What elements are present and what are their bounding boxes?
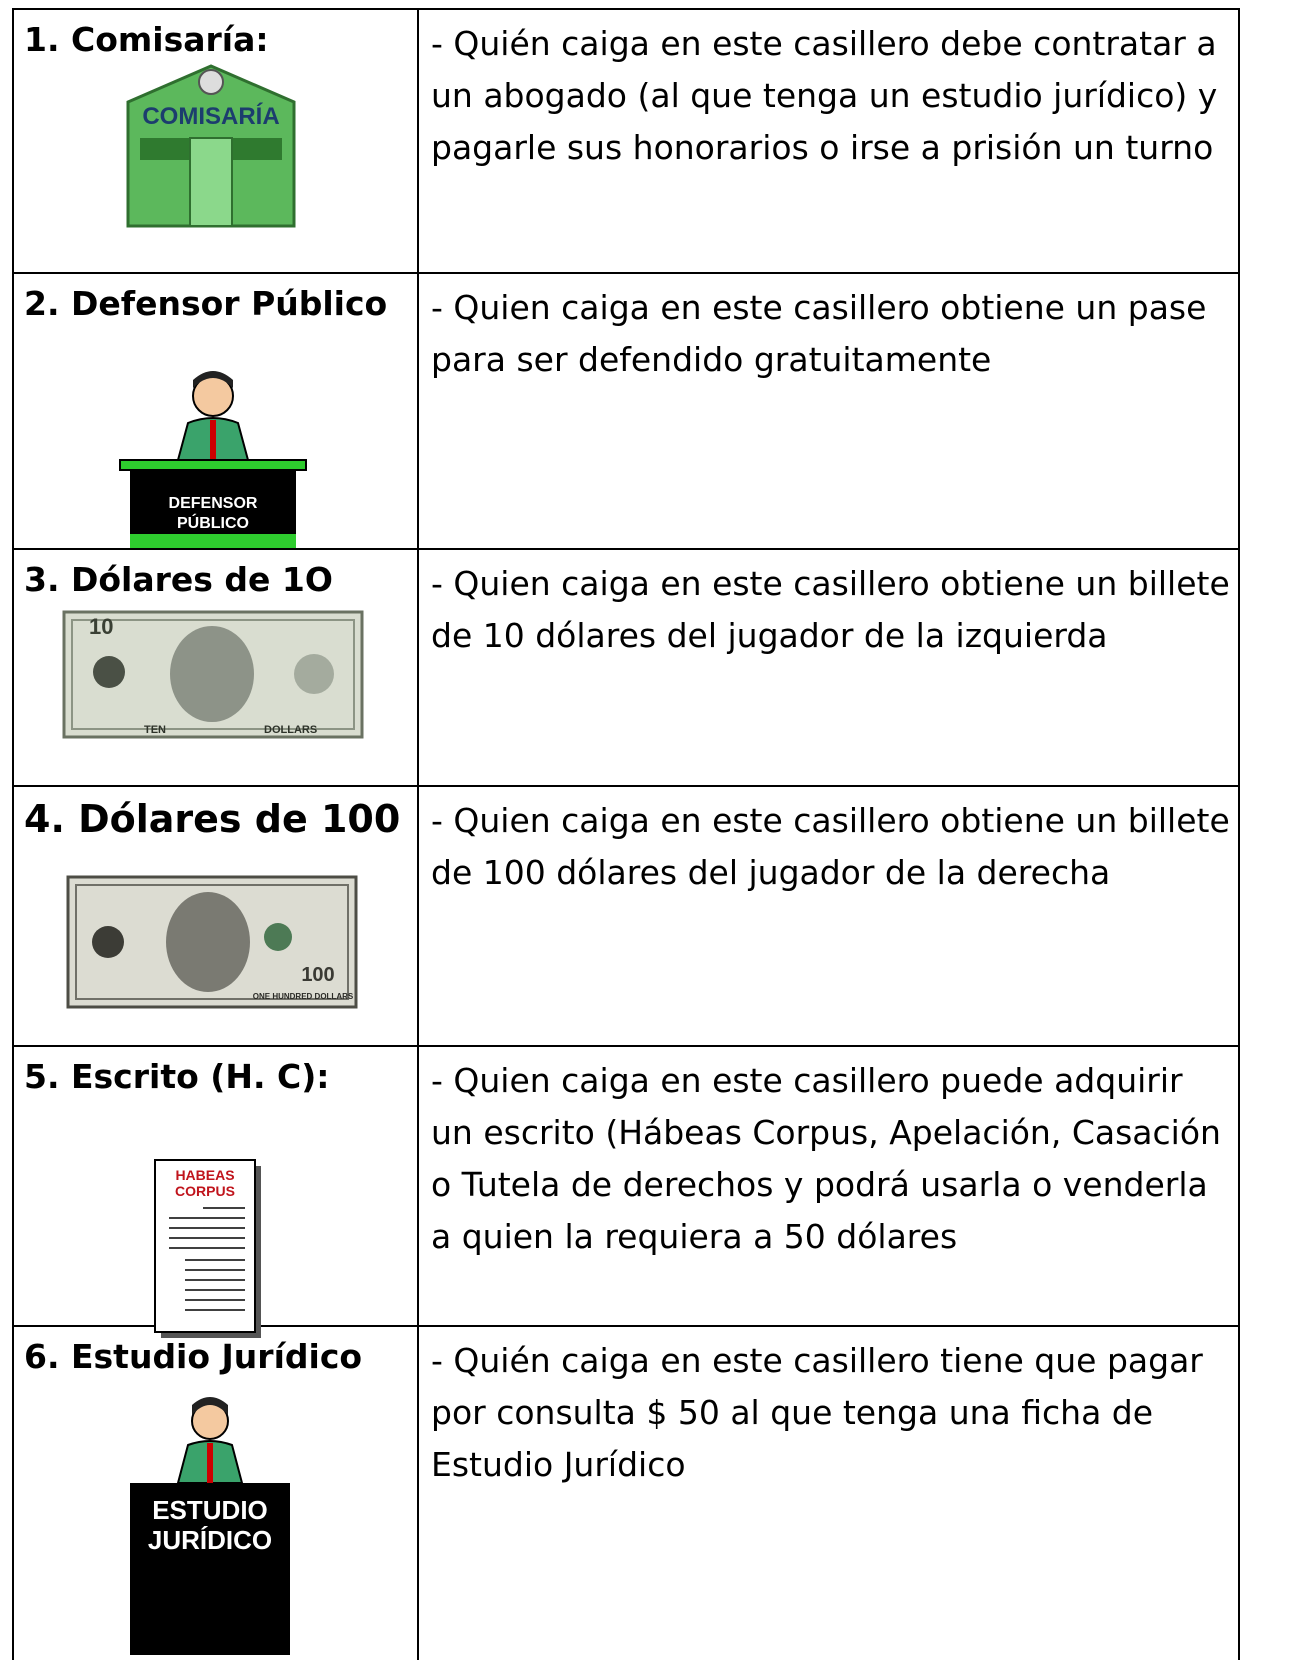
icon-text: DEFENSOR <box>169 495 258 512</box>
row-label: 5. Escrito (H. C): <box>24 1057 330 1096</box>
law-firm-icon: ESTUDIO JURÍDICO <box>130 1397 290 1655</box>
description: - Quien caiga en este casillero obtiene … <box>431 795 1230 899</box>
icon-text: ONE HUNDRED DOLLARS <box>253 992 354 1001</box>
row-label: 6. Estudio Jurídico <box>24 1337 363 1376</box>
description-cell: - Quién caiga en este casillero debe con… <box>417 8 1240 272</box>
description-cell: - Quien caiga en este casillero obtiene … <box>417 785 1240 1045</box>
ten-dollar-bill: 10 TEN DOLLARS <box>62 610 364 739</box>
description-line: - Quien caiga en este casillero obtiene … <box>431 801 1230 840</box>
description-line: - Quien caiga en este casillero obtiene … <box>431 564 1230 603</box>
description-cell: - Quien caiga en este casillero obtiene … <box>417 548 1240 785</box>
row-label: 2. Defensor Público <box>24 284 388 323</box>
description-line: Estudio Jurídico <box>431 1445 686 1484</box>
description-line: o Tutela de derechos y podrá usarla o ve… <box>431 1165 1208 1204</box>
description-line: - Quien caiga en este casillero obtiene … <box>431 288 1207 327</box>
description: - Quien caiga en este casillero obtiene … <box>431 558 1230 662</box>
description-line: - Quién caiga en este casillero debe con… <box>431 24 1217 63</box>
description: - Quién caiga en este casillero debe con… <box>431 18 1217 174</box>
icon-text: HABEAS <box>175 1167 234 1183</box>
description-line: a quien la requiera a 50 dólares <box>431 1217 958 1256</box>
description-line: - Quién caiga en este casillero tiene qu… <box>431 1341 1203 1380</box>
description-cell: - Quién caiga en este casillero tiene qu… <box>417 1325 1240 1660</box>
description: - Quién caiga en este casillero tiene qu… <box>431 1335 1203 1491</box>
row-label: 3. Dólares de 1O <box>24 560 333 599</box>
public-defender-icon: DEFENSOR PÚBLICO <box>119 371 307 548</box>
description: - Quien caiga en este casillero obtiene … <box>431 282 1206 386</box>
habeas-corpus-document: HABEAS CORPUS <box>154 1159 261 1338</box>
icon-text: JURÍDICO <box>148 1525 272 1555</box>
label-cell: 3. Dólares de 1O <box>12 548 419 785</box>
icon-text: DOLLARS <box>264 724 317 736</box>
description-line: pagarle sus honorarios o irse a prisión … <box>431 128 1214 167</box>
description-cell: - Quien caiga en este casillero obtiene … <box>417 272 1240 548</box>
label-cell: 2. Defensor Público <box>12 272 419 548</box>
police-station-icon: COMISARÍA <box>126 64 296 228</box>
description-line: un escrito (Hábeas Corpus, Apelación, Ca… <box>431 1113 1221 1152</box>
icon-text: PÚBLICO <box>177 513 249 532</box>
label-cell: 4. Dólares de 100 <box>12 785 419 1045</box>
description-line: un abogado (al que tenga un estudio jurí… <box>431 76 1218 115</box>
description-line: - Quien caiga en este casillero puede ad… <box>431 1061 1183 1100</box>
description-line: de 100 dólares del jugador de la derecha <box>431 853 1111 892</box>
row-label: 1. Comisaría: <box>24 20 269 59</box>
description-cell: - Quien caiga en este casillero puede ad… <box>417 1045 1240 1325</box>
description-line: para ser defendido gratuitamente <box>431 340 992 379</box>
icon-text: COMISARÍA <box>142 102 279 130</box>
icon-text: TEN <box>144 724 166 736</box>
row-label: 4. Dólares de 100 <box>24 797 401 841</box>
description-line: de 10 dólares del jugador de la izquierd… <box>431 616 1108 655</box>
description-line: por consulta $ 50 al que tenga una ficha… <box>431 1393 1154 1432</box>
label-cell: 1. Comisaría: <box>12 8 419 272</box>
label-cell: 6. Estudio Jurídico <box>12 1325 419 1660</box>
label-cell: 5. Escrito (H. C): <box>12 1045 419 1325</box>
icon-text: 10 <box>89 614 113 639</box>
icon-text: ESTUDIO <box>152 1495 268 1525</box>
description: - Quien caiga en este casillero puede ad… <box>431 1055 1221 1263</box>
icon-text: 100 <box>301 964 334 986</box>
hundred-dollar-bill: 100 ONE HUNDRED DOLLARS <box>66 875 358 1009</box>
icon-text: CORPUS <box>175 1183 235 1199</box>
